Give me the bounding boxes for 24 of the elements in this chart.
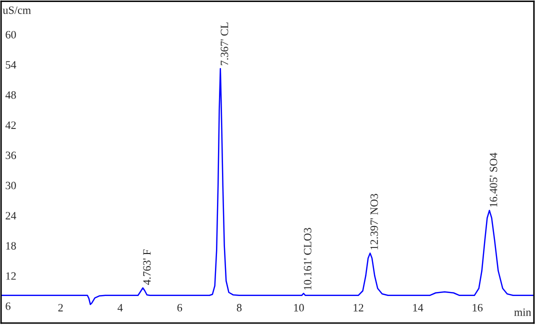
x-tick-label: 2 <box>58 304 63 312</box>
x-tick-label: 12 <box>354 304 364 312</box>
annotation: 16.405' SO4 <box>490 152 498 207</box>
y-tick-label: 42 <box>5 121 16 129</box>
x-tick-label: 14 <box>413 304 424 312</box>
x-tick-label: 8 <box>236 304 242 312</box>
y-tick-label: 24 <box>6 212 16 220</box>
y-axis-title: uS/cm <box>2 6 31 14</box>
y-tick-label: 18 <box>6 242 16 250</box>
annotation: 10.161' CLO3 <box>304 228 312 290</box>
x-tick-label: 10 <box>294 304 304 312</box>
x-tick-label: 6 <box>177 304 182 312</box>
y-tick-label: 12 <box>6 272 16 280</box>
annotation: 4.763' F <box>143 250 151 285</box>
y-tick-label: 36 <box>6 152 16 160</box>
y-tick-label: 48 <box>5 91 16 99</box>
x-tick-label: 4 <box>118 304 123 312</box>
x-tick-label: 16 <box>472 304 483 312</box>
x-axis-title: min <box>514 308 532 316</box>
y-tick-label: 30 <box>6 182 16 190</box>
annotation: 12.397' NO3 <box>370 194 378 250</box>
y-tick-label: 54 <box>6 61 16 69</box>
annotation: 7.367' CL <box>220 22 228 66</box>
y-tick-label: 60 <box>6 30 16 38</box>
